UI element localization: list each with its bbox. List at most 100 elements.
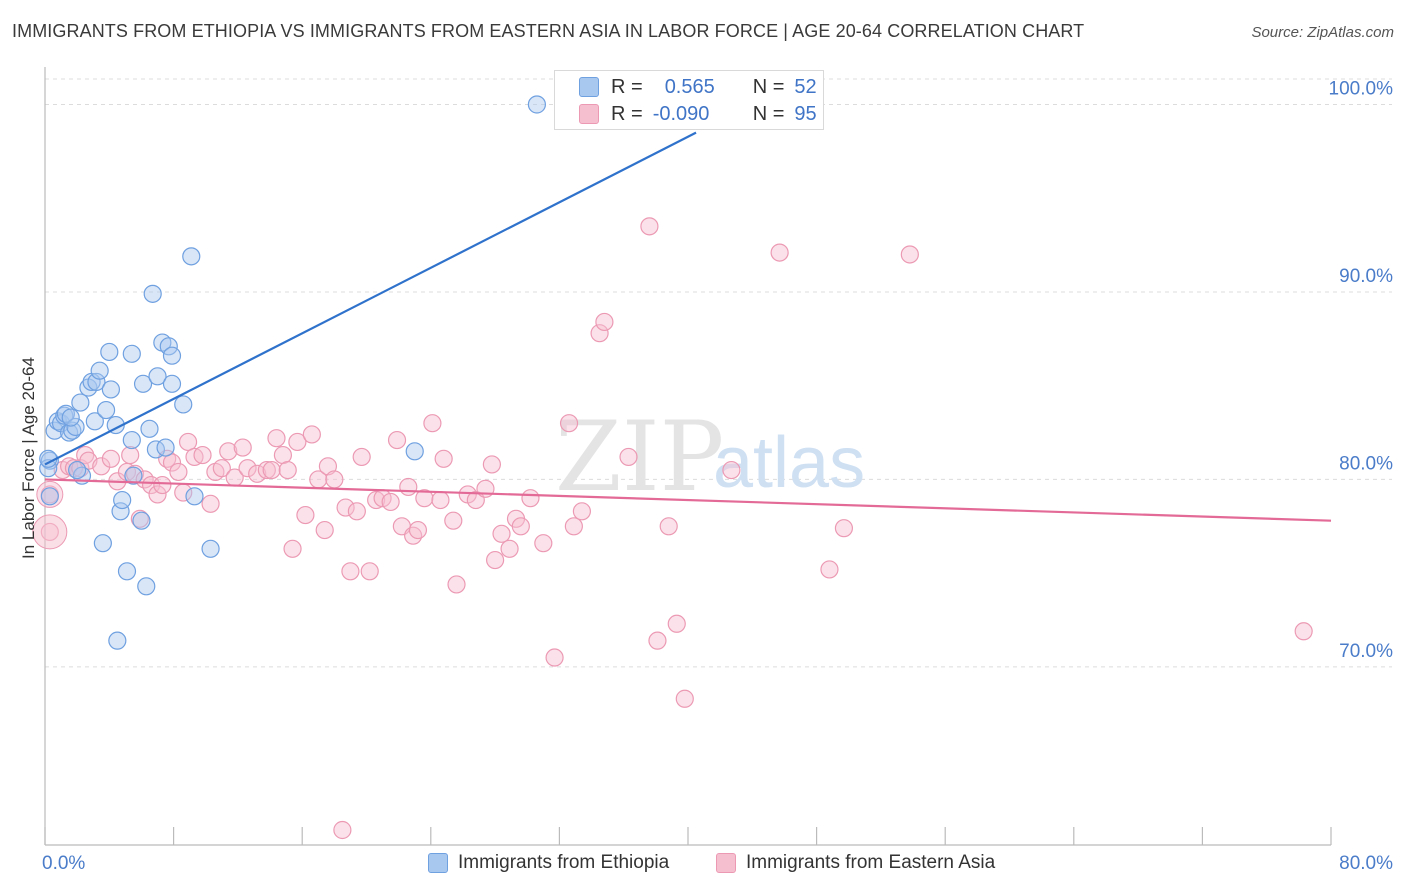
series-legend-swatch-pink xyxy=(716,853,736,873)
legend-r-label: R = xyxy=(611,102,643,125)
series-ethiopia-points xyxy=(39,95,588,650)
series-legend-label: Immigrants from Ethiopia xyxy=(458,852,670,873)
data-point xyxy=(137,577,156,596)
x-tick-label: 0.0% xyxy=(42,853,85,874)
data-point xyxy=(233,438,252,457)
series-eastern-asia-points xyxy=(32,217,1313,840)
data-point xyxy=(434,449,453,468)
data-point xyxy=(248,464,267,483)
data-point xyxy=(101,449,121,468)
legend-r-value: -0.090 xyxy=(652,102,710,125)
data-point xyxy=(511,517,530,536)
data-point xyxy=(96,400,116,420)
data-point xyxy=(387,430,407,450)
data-point xyxy=(76,445,95,465)
data-point xyxy=(111,502,130,521)
legend-swatch-pink xyxy=(579,104,599,124)
data-point xyxy=(267,429,286,448)
data-point xyxy=(659,517,678,536)
data-point xyxy=(500,539,519,558)
data-point xyxy=(113,490,132,510)
data-point xyxy=(148,367,167,386)
data-point xyxy=(447,575,466,594)
data-point xyxy=(367,490,386,510)
legend-row-eastern-asia: R = -0.090 N = 95 xyxy=(579,101,817,127)
legend-n-value: 95 xyxy=(794,102,817,125)
stats-legend: R = 0.565 N = 52 R = -0.090 N = 95 xyxy=(554,70,824,130)
data-point xyxy=(834,519,854,538)
watermark: ZIP atlas xyxy=(555,401,865,513)
data-point xyxy=(40,487,59,506)
data-point xyxy=(492,524,511,543)
data-point xyxy=(219,442,238,461)
data-point xyxy=(381,492,400,512)
series-legend: Immigrants from Ethiopia Immigrants from… xyxy=(0,852,1406,878)
data-point xyxy=(482,455,501,474)
data-point xyxy=(408,520,428,540)
data-point xyxy=(39,459,58,478)
data-point xyxy=(405,442,424,461)
data-point xyxy=(201,494,220,513)
data-point xyxy=(71,393,90,412)
data-point xyxy=(341,562,360,581)
data-point xyxy=(545,648,564,667)
data-point xyxy=(667,614,686,633)
y-tick-label: 70.0% xyxy=(1339,641,1393,662)
data-point xyxy=(770,243,789,262)
trend-line-ethiopia xyxy=(44,131,697,466)
data-point xyxy=(399,477,418,497)
data-point xyxy=(559,414,579,433)
data-point xyxy=(534,534,553,553)
series-legend-ethiopia[interactable]: Immigrants from Ethiopia xyxy=(428,852,669,874)
data-point xyxy=(595,312,614,332)
data-point xyxy=(193,445,212,465)
data-point xyxy=(162,346,182,365)
x-tick-label: 80.0% xyxy=(1339,853,1393,874)
data-point xyxy=(347,502,366,521)
data-point xyxy=(302,425,321,444)
data-point xyxy=(100,342,119,362)
data-point xyxy=(238,459,257,478)
data-point xyxy=(283,539,302,558)
data-point xyxy=(133,374,153,393)
data-point xyxy=(122,344,141,363)
data-point xyxy=(325,470,344,489)
data-point xyxy=(90,361,109,380)
data-point xyxy=(564,517,583,536)
data-point xyxy=(900,245,919,264)
data-point xyxy=(153,475,172,495)
data-point xyxy=(93,534,112,553)
data-point xyxy=(212,459,231,478)
data-point xyxy=(415,489,434,508)
data-point xyxy=(333,820,352,840)
y-tick-label: 80.0% xyxy=(1339,453,1393,474)
data-point xyxy=(61,408,80,427)
chart-title: IMMIGRANTS FROM ETHIOPIA VS IMMIGRANTS F… xyxy=(12,21,1085,41)
data-point xyxy=(92,457,111,476)
data-point xyxy=(444,511,463,530)
y-tick-label: 100.0% xyxy=(1329,78,1394,99)
data-point xyxy=(174,395,193,414)
data-point xyxy=(124,466,143,485)
data-point xyxy=(169,462,188,482)
data-point xyxy=(162,453,182,472)
watermark-zip: ZIP xyxy=(555,401,724,513)
data-point xyxy=(143,284,162,303)
data-point xyxy=(288,432,307,452)
data-point xyxy=(273,445,293,465)
data-point xyxy=(675,689,694,708)
y-tick-label: 90.0% xyxy=(1339,266,1393,287)
legend-r-value: 0.565 xyxy=(664,75,715,98)
data-point xyxy=(162,374,182,393)
series-legend-eastern-asia[interactable]: Immigrants from Eastern Asia xyxy=(716,852,995,874)
axes xyxy=(44,67,1332,846)
data-point xyxy=(117,562,137,581)
data-point xyxy=(296,505,315,525)
data-point xyxy=(257,460,276,480)
y-axis-label: In Labor Force | Age 20-64 xyxy=(19,357,38,559)
data-point xyxy=(572,502,592,521)
trend-line-eastern-asia xyxy=(44,478,1332,522)
data-point xyxy=(32,514,68,550)
data-point xyxy=(87,372,106,392)
